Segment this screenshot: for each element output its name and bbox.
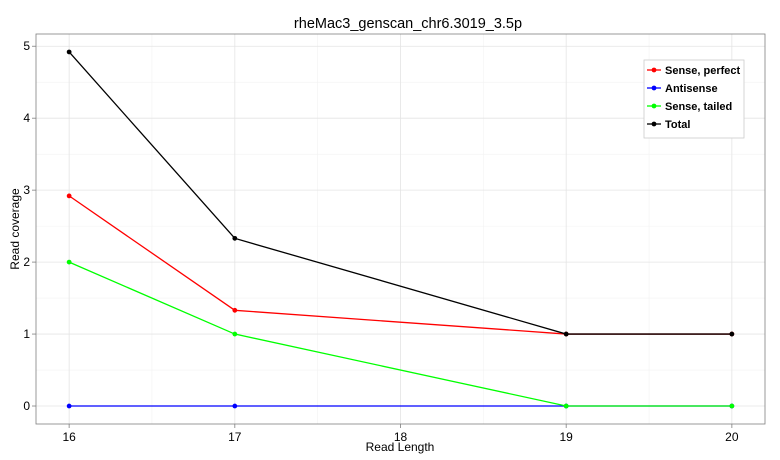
data-point-total [66, 49, 72, 55]
data-point-total [232, 235, 238, 241]
legend-key-point [651, 103, 657, 109]
x-axis-title: Read Length [366, 440, 435, 454]
x-tick-label: 17 [228, 430, 242, 444]
data-point-sense-tailed [729, 403, 735, 409]
x-tick-label: 20 [725, 430, 739, 444]
series-line-sense-tailed [68, 261, 732, 407]
data-point-antisense [66, 403, 72, 409]
x-tick-label: 19 [560, 430, 574, 444]
x-tick-label: 16 [62, 430, 76, 444]
legend-label: Antisense [665, 83, 718, 95]
legend-key-point [651, 85, 657, 91]
data-point-sense-tailed [66, 259, 72, 265]
series-line-total [68, 51, 732, 335]
legend-box [643, 59, 745, 139]
legend-label: Sense, tailed [665, 101, 732, 113]
legend-key-point [651, 121, 657, 127]
data-point-sense-tailed [232, 331, 238, 337]
chart-title: rheMac3_genscan_chr6.3019_3.5p [294, 16, 522, 32]
y-tick-label: 2 [23, 255, 30, 269]
y-tick-label: 4 [23, 111, 30, 125]
data-point-sense-perfect [66, 193, 72, 199]
legend-label: Total [665, 119, 690, 131]
data-point-total [729, 331, 735, 337]
legend-label: Sense, perfect [665, 65, 741, 77]
data-point-antisense [232, 403, 238, 409]
axis-layer: 0 1 2 3 4 5 16 17 18 19 20 [23, 33, 766, 444]
y-tick-label: 1 [23, 327, 30, 341]
y-tick-label: 5 [23, 39, 30, 53]
y-axis-title: Read coverage [8, 188, 22, 270]
y-tick-label: 0 [23, 399, 30, 413]
legend: Sense, perfect Antisense Sense, tailed Tota… [643, 59, 745, 139]
series-layer [66, 49, 735, 409]
legend-key-point [651, 67, 657, 73]
data-point-sense-perfect [232, 307, 238, 313]
y-tick-label: 3 [23, 183, 30, 197]
x-tick-label: 18 [394, 430, 408, 444]
data-point-sense-tailed [563, 403, 569, 409]
data-point-total [563, 331, 569, 337]
